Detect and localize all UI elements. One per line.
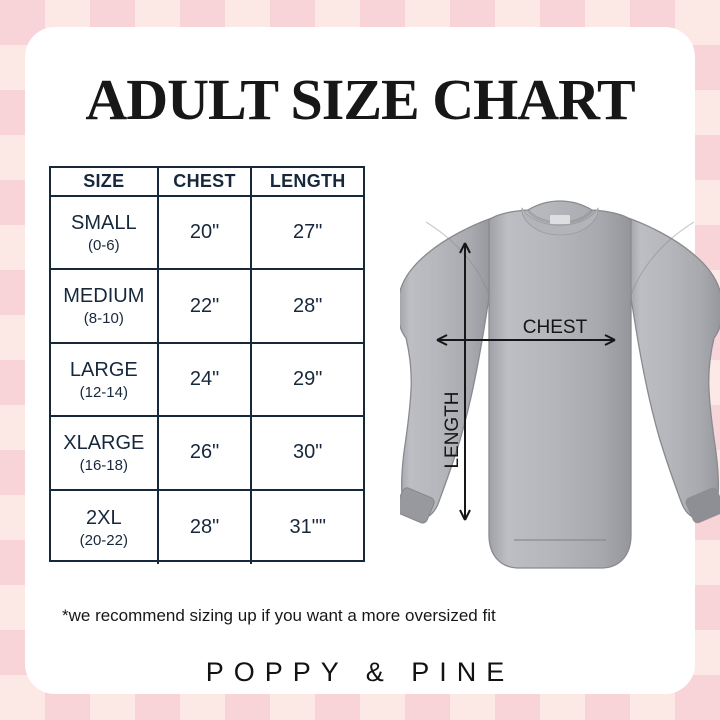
svg-text:LENGTH: LENGTH <box>442 391 463 468</box>
svg-text:CHEST: CHEST <box>523 317 588 338</box>
